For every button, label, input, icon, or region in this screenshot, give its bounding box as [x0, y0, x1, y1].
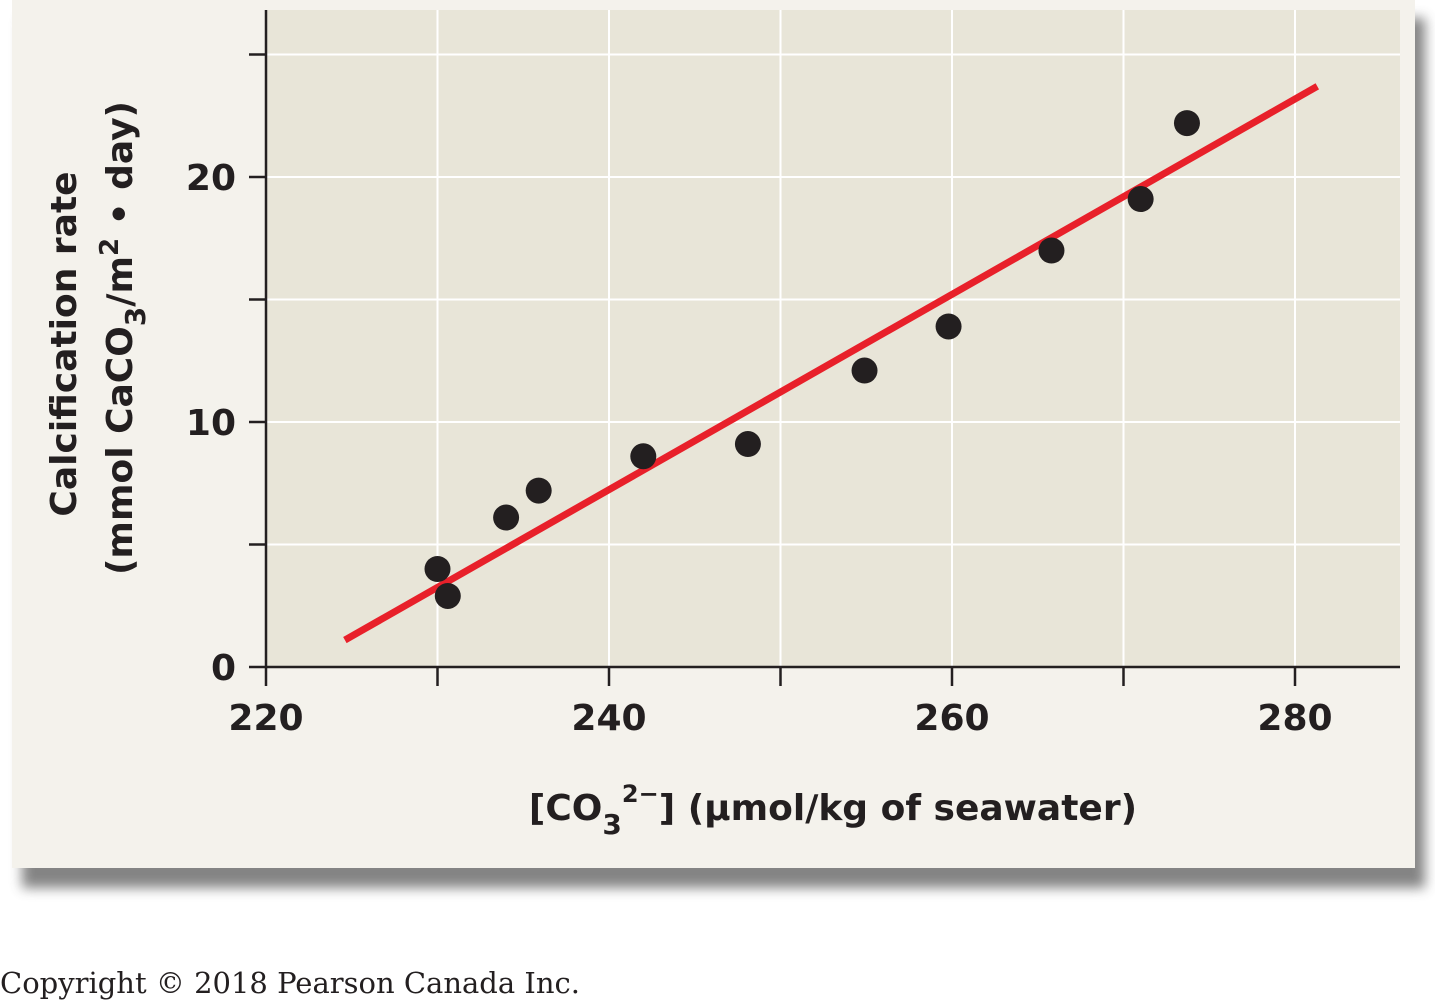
x-tick-label: 260	[914, 698, 989, 739]
x-tick-label: 220	[228, 698, 303, 739]
x-tick-label: 280	[1257, 698, 1332, 739]
data-point	[1127, 186, 1154, 213]
x-ticks: 220 240 260 280	[228, 667, 1333, 739]
data-point	[630, 443, 657, 470]
data-point	[1173, 110, 1200, 137]
fit-line	[343, 83, 1320, 644]
copyright-text: Copyright © 2018 Pearson Canada Inc.	[0, 966, 580, 1000]
data-point	[434, 582, 461, 609]
y-axis-title-line2: (mmol CaCO3/m2 • day)	[95, 101, 152, 575]
y-tick-label: 0	[211, 648, 236, 689]
data-point	[1038, 237, 1065, 264]
data-point	[734, 431, 761, 458]
y-tick-label: 20	[186, 158, 236, 199]
fit-line-group	[343, 83, 1320, 644]
y-axis-title-line1: Calcification rate	[44, 171, 85, 516]
scatter-chart: 220 240 260 280 0 10 20 [CO32−] (μmol/kg of s…	[44, 10, 1400, 841]
data-point	[525, 477, 552, 504]
plot-background	[266, 10, 1400, 667]
data-points	[424, 110, 1200, 609]
data-point	[935, 313, 962, 340]
y-ticks: 0 10 20	[186, 53, 266, 689]
data-point	[424, 556, 451, 582]
axes	[264, 10, 1400, 669]
data-point	[493, 504, 520, 531]
y-tick-label: 10	[186, 403, 236, 444]
data-point	[851, 357, 878, 384]
x-axis-title: [CO32−] (μmol/kg of seawater)	[529, 780, 1137, 841]
x-tick-label: 240	[571, 698, 646, 739]
